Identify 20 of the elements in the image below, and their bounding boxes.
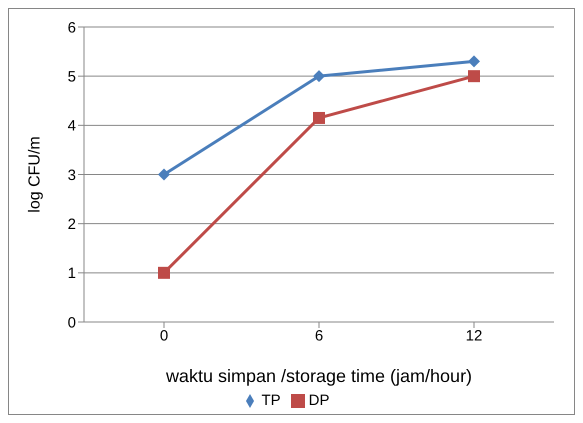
- x-tick-label: 0: [160, 328, 168, 345]
- legend-label: DP: [308, 392, 330, 409]
- point: [468, 70, 480, 82]
- y-tick-label: 5: [68, 68, 76, 86]
- y-tick-label: 3: [68, 166, 76, 184]
- legend-label: TP: [261, 392, 281, 409]
- y-tick-label: 6: [68, 19, 76, 36]
- y-tick-label: 0: [68, 314, 76, 332]
- x-axis-title: waktu simpan /storage time (jam/hour): [164, 366, 472, 386]
- point: [313, 70, 325, 82]
- x-tick-label: 12: [466, 328, 482, 345]
- point: [313, 112, 325, 124]
- y-axis-title: log CFU/m: [26, 136, 44, 213]
- x-tick-label: 6: [314, 328, 324, 345]
- point: [158, 168, 170, 180]
- point: [158, 266, 170, 279]
- y-tick-label: 4: [68, 118, 76, 135]
- y-tick-label: 2: [68, 216, 76, 233]
- y-tick-label: 1: [68, 265, 76, 282]
- point: [468, 55, 480, 68]
